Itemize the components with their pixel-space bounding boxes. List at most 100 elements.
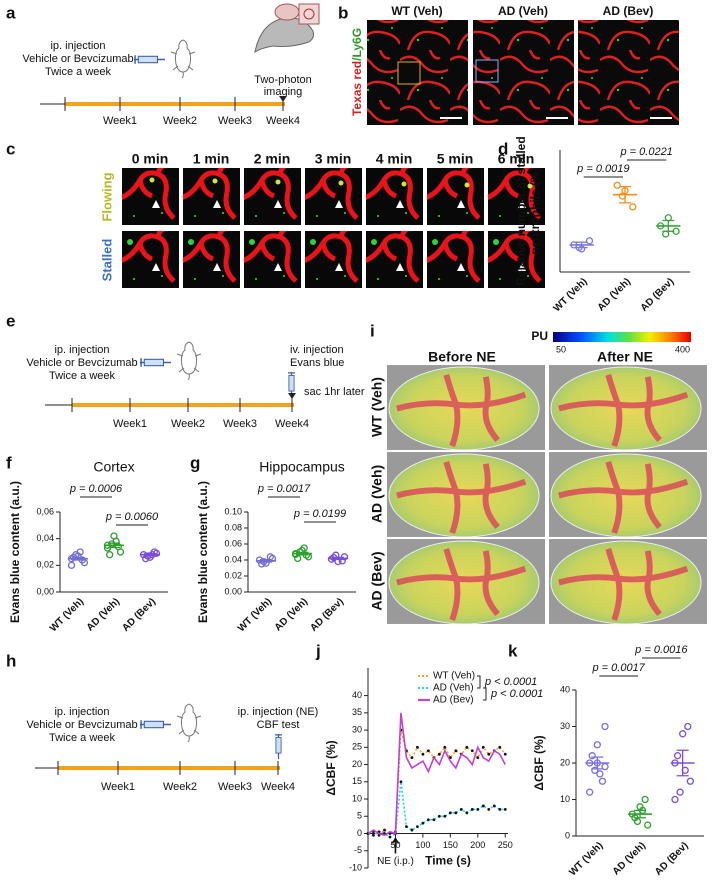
data-point bbox=[676, 788, 684, 796]
data-point bbox=[498, 745, 502, 749]
data-point bbox=[421, 752, 425, 756]
error-bar bbox=[260, 558, 272, 563]
y-tick-label: 0 bbox=[357, 828, 362, 838]
timelapse-frame bbox=[303, 166, 362, 225]
column-header: AD (Bev) bbox=[603, 4, 654, 18]
stain-red: Texas red bbox=[350, 61, 364, 116]
data-point bbox=[481, 745, 485, 749]
perfusion-image bbox=[387, 539, 545, 624]
protocol-text: Vehicle or Bevcizumab bbox=[22, 53, 133, 65]
x-tick-label: AD (Bev) bbox=[639, 276, 677, 314]
error-bar bbox=[676, 749, 689, 777]
column-header: WT (Veh) bbox=[391, 4, 442, 18]
imaging-mouse-icon bbox=[254, 3, 320, 53]
neutrophil bbox=[338, 180, 344, 186]
neutrophil bbox=[127, 239, 133, 245]
x-tick-label: 250 bbox=[498, 840, 513, 850]
micrograph bbox=[473, 20, 574, 125]
y-tick-label: 0,02 bbox=[36, 560, 54, 570]
data-point bbox=[644, 821, 652, 829]
data-point bbox=[591, 766, 599, 774]
y-tick-label: 40 bbox=[352, 690, 362, 700]
time-header: 6 min bbox=[498, 151, 535, 167]
time-header: 5 min bbox=[437, 151, 474, 167]
y-axis-label: neutrophils (%) bbox=[528, 167, 542, 254]
neutrophil bbox=[149, 177, 155, 183]
colorbar-min: 50 bbox=[556, 344, 566, 354]
neutrophil bbox=[371, 239, 377, 245]
mouse-icon bbox=[170, 39, 196, 78]
x-tick-label: AD (Veh) bbox=[85, 596, 122, 633]
data-point bbox=[686, 777, 694, 785]
p-value: p = 0.0017 bbox=[592, 662, 646, 674]
micrograph bbox=[578, 20, 679, 125]
data-point bbox=[410, 828, 414, 832]
row-label: WT (Veh) bbox=[369, 377, 385, 437]
p-value: p = 0.0019 bbox=[576, 163, 629, 175]
x-tick-label: AD (Veh) bbox=[611, 840, 648, 877]
y-tick-label: 30 bbox=[560, 721, 570, 731]
mouse-icon bbox=[176, 703, 202, 742]
x-axis-label: Time (s) bbox=[425, 854, 471, 868]
panel-label: i bbox=[370, 321, 375, 340]
data-point bbox=[465, 745, 469, 749]
row-label: Stalled bbox=[99, 239, 114, 282]
timeline-ticks bbox=[57, 761, 279, 775]
panel-label: b bbox=[338, 3, 348, 22]
data-point bbox=[454, 811, 458, 815]
error-bar bbox=[332, 556, 344, 561]
injection-text: iv. injection bbox=[290, 344, 344, 356]
p-value: p = 0.0016 bbox=[634, 644, 688, 656]
column-header: AD (Veh) bbox=[498, 4, 548, 18]
y-tick-label: 0.00 bbox=[224, 586, 242, 596]
protocol-text: Twice a week bbox=[49, 732, 116, 744]
syringe-icon bbox=[140, 357, 172, 368]
protocol-text: Vehicle or Bevcizumab bbox=[26, 719, 137, 731]
panel-label: h bbox=[6, 651, 16, 670]
timelapse-frame bbox=[181, 166, 240, 225]
data-point bbox=[487, 752, 491, 756]
data-point bbox=[470, 749, 474, 753]
y-tick-label: 0.10 bbox=[224, 506, 242, 516]
timelapse-frame bbox=[303, 229, 362, 288]
protocol-text: ip. injection bbox=[54, 344, 109, 356]
week-label: Week2 bbox=[163, 115, 197, 127]
data-point bbox=[443, 745, 447, 749]
imaging-text: imaging bbox=[264, 86, 303, 98]
data-point bbox=[421, 821, 425, 825]
series-line bbox=[367, 781, 506, 838]
data-point bbox=[459, 807, 463, 811]
week-label: Week1 bbox=[113, 418, 147, 430]
y-axis-label: ΔCBF (%) bbox=[324, 740, 338, 795]
perfusion-image bbox=[549, 365, 707, 450]
y-tick-label: 0 bbox=[565, 830, 570, 840]
timelapse-frame bbox=[181, 229, 240, 288]
week-label: Week4 bbox=[266, 115, 300, 127]
data-point bbox=[416, 825, 419, 829]
neutrophil bbox=[188, 239, 194, 245]
error-bar bbox=[662, 219, 675, 232]
time-header: 3 min bbox=[315, 151, 352, 167]
data-point bbox=[405, 825, 408, 829]
week-label: Week4 bbox=[261, 781, 295, 793]
timelapse-frame bbox=[120, 229, 179, 288]
y-tick-label: 15 bbox=[352, 776, 362, 786]
mouse-icon bbox=[176, 341, 202, 380]
stain-green: /Ly6G bbox=[350, 28, 364, 61]
perfusion-image bbox=[549, 452, 707, 537]
y-tick-label: 20 bbox=[560, 757, 570, 767]
data-point bbox=[388, 835, 392, 839]
timelapse-frame bbox=[242, 166, 301, 225]
data-point bbox=[498, 807, 502, 811]
week-label: Week4 bbox=[275, 418, 309, 430]
imaging-text: Two-photon bbox=[254, 74, 311, 86]
panel-label: f bbox=[6, 453, 12, 472]
legend-label: AD (Bev) bbox=[433, 695, 474, 706]
chart-title: Cortex bbox=[93, 459, 134, 475]
y-axis-label: ΔCBF (%) bbox=[532, 735, 546, 790]
y-tick-label: 25 bbox=[352, 742, 362, 752]
sac-arrow bbox=[288, 393, 296, 399]
data-point bbox=[399, 780, 403, 784]
